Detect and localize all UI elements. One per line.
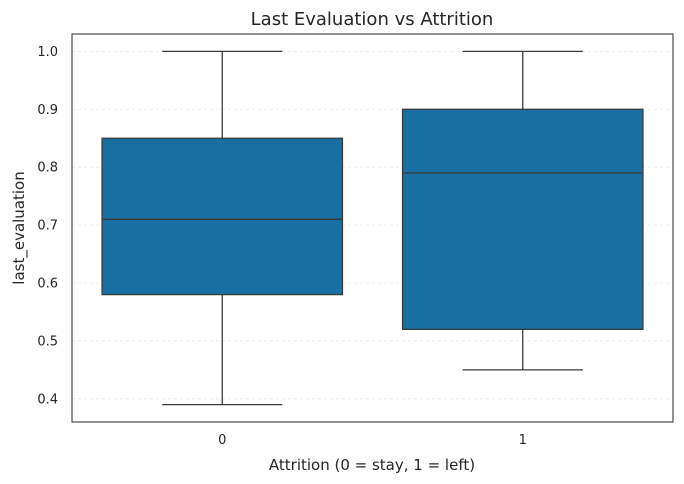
y-tick-label: 0.5 [37,334,58,349]
box-0 [101,50,344,406]
y-axis-ticks: 0.4 0.5 0.6 0.7 0.8 0.9 1.0 [37,45,58,407]
y-tick-label: 0.4 [37,392,58,407]
y-tick-label: 1.0 [37,45,58,60]
x-tick-label: 1 [519,433,527,448]
y-axis-label: last_evaluation [10,171,29,284]
iqr-box [401,108,644,330]
y-tick-label: 0.7 [37,219,58,234]
y-tick-label: 0.9 [37,103,58,118]
iqr-box [101,137,344,296]
chart-title: Last Evaluation vs Attrition [251,9,494,30]
y-tick-label: 0.8 [37,161,58,176]
plot-frame [71,33,674,423]
x-tick-label: 0 [218,433,226,448]
boxes [101,50,644,406]
y-tick-label: 0.6 [37,277,58,292]
box-1 [401,50,644,371]
x-axis-label: Attrition (0 = stay, 1 = left) [269,456,475,474]
